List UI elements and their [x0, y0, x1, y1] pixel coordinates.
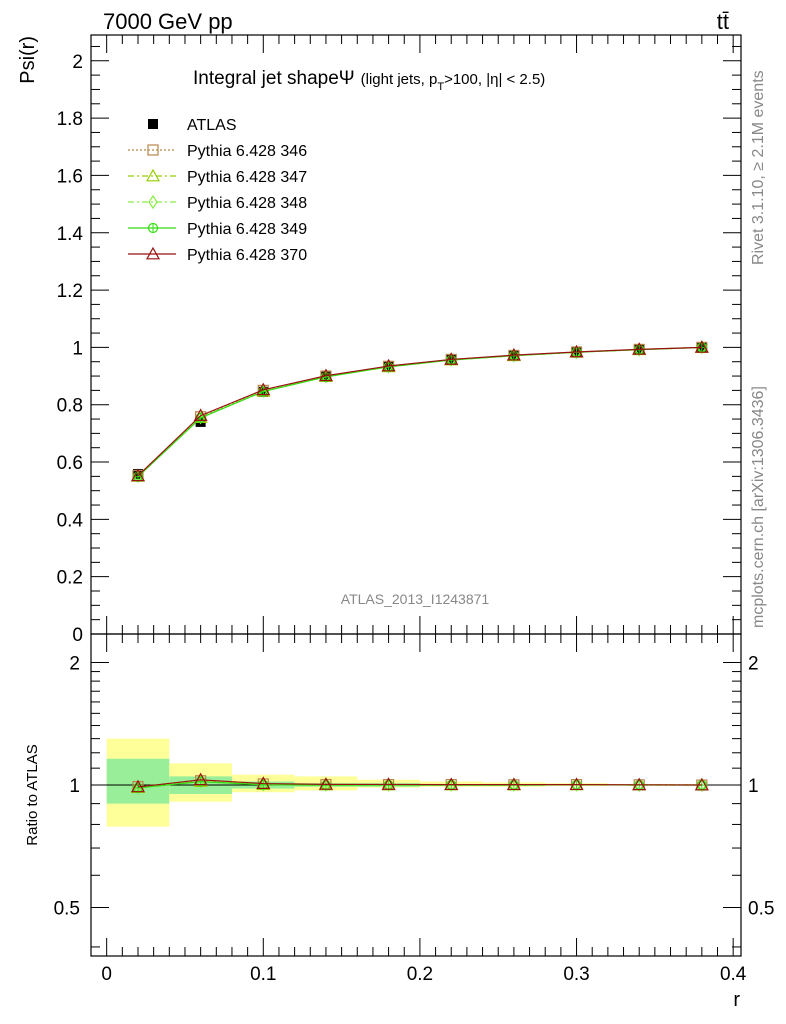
- main-y-tick-label: 1.8: [57, 109, 83, 130]
- ratio-point-pythia-6-428-370: [506, 777, 521, 791]
- x-tick-label: 0.2: [407, 964, 433, 985]
- data-point-pythia-6-428-370: [193, 408, 208, 422]
- x-tick-label: 0.1: [250, 964, 276, 985]
- legend-label-pythia-6-428-370: Pythia 6.428 370: [187, 247, 307, 264]
- main-plot-panel: 0 0.2 0.4 0.6 0.8 1 1.2 1.4 1.6 1.8 2 Integral jet…: [17, 34, 742, 646]
- legend-label-pythia-6-428-349: Pythia 6.428 349: [187, 221, 307, 238]
- ratio-point-pythia-6-428-370: [632, 777, 647, 791]
- ratio-point-pythia-6-428-370: [318, 777, 333, 790]
- plot-title-psi: Ψ: [339, 68, 355, 89]
- ratio-y-axis-label: Ratio to ATLAS: [24, 744, 41, 845]
- data-point-pythia-6-428-370: [130, 468, 146, 482]
- main-y-tick-label: 1.6: [57, 166, 83, 187]
- legend-label-atlas: ATLAS: [187, 117, 237, 134]
- x-tick-label: 0.4: [720, 964, 747, 985]
- ratio-y-tick-label: 1: [69, 776, 80, 797]
- mcplots-label: mcplots.cern.ch [arXiv:1306.3436]: [750, 386, 767, 628]
- main-y-tick-label: 2: [72, 52, 83, 73]
- ratio-point-pythia-6-428-370: [193, 772, 208, 786]
- ratio-point-pythia-6-428-370: [130, 779, 146, 793]
- data-point-pythia-6-428-370: [444, 352, 459, 365]
- legend-marker-pythia-6-428-348: [148, 194, 158, 210]
- series-line-pythia-6-428-348: [137, 346, 702, 477]
- data-point-pythia-6-428-370: [694, 340, 709, 353]
- plot-title-sub: (light jets, p: [361, 71, 438, 88]
- ratio-y-tick-label-right: 1: [748, 776, 759, 797]
- main-y-tick-label: 0.4: [57, 510, 84, 531]
- plot-title-sub-rest: >100, |η| < 2.5): [444, 71, 545, 88]
- series-line-pythia-6-428-346: [137, 346, 702, 476]
- data-point-pythia-6-428-370: [632, 342, 647, 355]
- series-line-pythia-6-428-347: [137, 346, 702, 477]
- main-y-tick-label: 1.2: [57, 281, 83, 302]
- data-point-pythia-6-428-370: [381, 358, 396, 372]
- ratio-point-pythia-6-428-370: [444, 777, 459, 791]
- legend-marker-pythia-6-428-347: [145, 168, 161, 182]
- x-tick-label: 0.3: [563, 964, 589, 985]
- series-line-pythia-6-428-370: [137, 346, 702, 477]
- ratio-point-pythia-6-428-370: [569, 777, 584, 791]
- legend-marker-atlas: [148, 119, 158, 129]
- ratio-y-tick-label-right: 0.5: [748, 898, 774, 919]
- ratio-y-tick-label: 2: [69, 654, 80, 675]
- data-point-pythia-6-428-370: [569, 344, 584, 358]
- legend-marker-pythia-6-428-370: [145, 246, 161, 260]
- energy-label: 7000 GeV pp: [103, 9, 233, 34]
- ratio-point-pythia-6-428-370: [256, 776, 271, 789]
- main-y-tick-label: 0.8: [57, 396, 83, 417]
- plot-title-sub-T: T: [437, 81, 444, 93]
- ratio-y-tick-label-right: 2: [748, 654, 759, 675]
- ratio-line-pythia-6-428-370: [137, 779, 702, 788]
- ratio-y-tick-label: 0.5: [54, 898, 80, 919]
- data-point-pythia-6-428-370: [256, 382, 271, 396]
- main-y-tick-label: 1.4: [57, 224, 84, 245]
- x-axis-label: r: [733, 989, 740, 1011]
- legend: ATLAS Pythia 6.428 346 Pythia 6.428 347 Pyt…: [128, 117, 307, 264]
- main-y-tick-label: 0: [72, 625, 83, 646]
- process-label: tt̄: [717, 9, 729, 34]
- ratio-plot-frame: [90, 633, 742, 957]
- ratio-point-pythia-6-428-370: [694, 777, 709, 791]
- main-y-tick-label: 0.2: [57, 568, 83, 589]
- main-y-tick-label: 0.6: [57, 453, 83, 474]
- legend-label-pythia-6-428-347: Pythia 6.428 347: [187, 169, 307, 186]
- series-line-pythia-6-428-349: [137, 346, 702, 478]
- ratio-point-pythia-6-428-370: [381, 777, 396, 790]
- main-y-axis-label: Psi(r): [17, 36, 39, 84]
- legend-label-pythia-6-428-348: Pythia 6.428 348: [187, 195, 307, 212]
- rivet-version-label: Rivet 3.1.10, ≥ 2.1M events: [750, 70, 767, 265]
- data-point-pythia-6-428-370: [506, 347, 521, 361]
- plot-title: Integral jet shapeΨ (light jets, pT>100, …: [193, 68, 545, 93]
- ratio-plot-panel: 0.5 0.5 1 1 2 2 Ratio to ATLAS: [24, 633, 774, 957]
- data-point-pythia-6-428-370: [318, 368, 333, 382]
- legend-label-pythia-6-428-346: Pythia 6.428 346: [187, 143, 307, 160]
- plot-title-main: Integral jet shape: [193, 68, 339, 89]
- main-y-tick-label: 1: [72, 338, 83, 359]
- x-tick-label: 0: [101, 964, 112, 985]
- legend-marker-pythia-6-428-346: [147, 144, 159, 156]
- analysis-tag: ATLAS_2013_I1243871: [341, 591, 490, 607]
